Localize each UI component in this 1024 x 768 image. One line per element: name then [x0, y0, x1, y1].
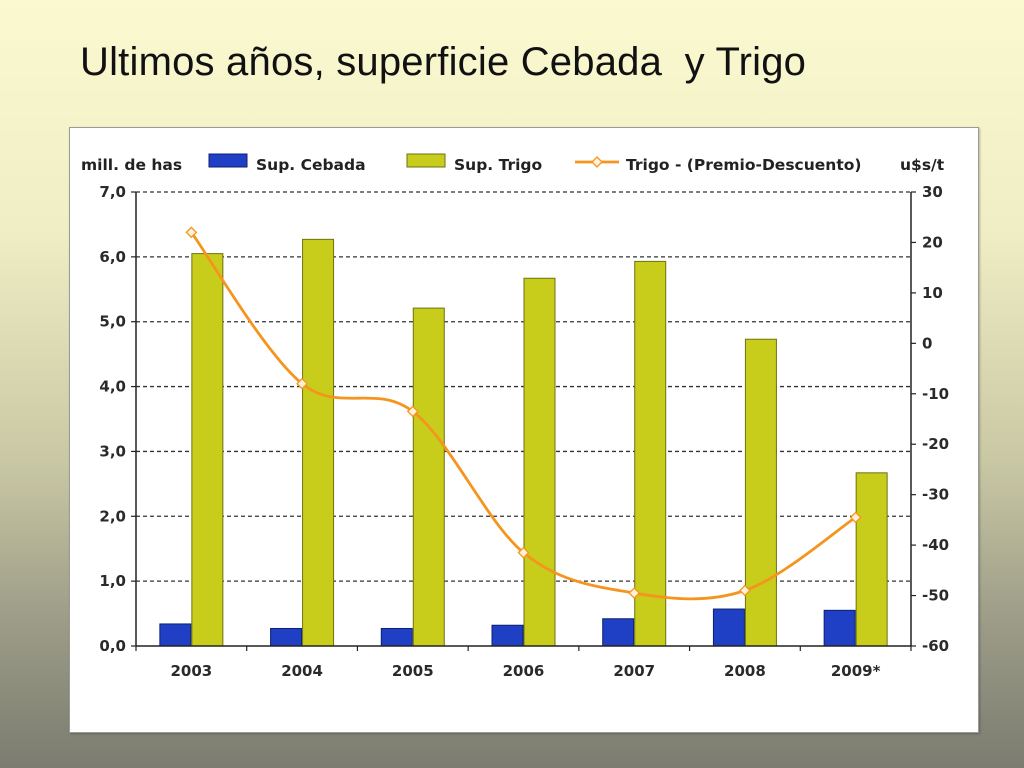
- premium-line-marker: [406, 405, 419, 418]
- premium-line-marker: [849, 511, 862, 524]
- x-tick-label: 2004: [281, 662, 323, 680]
- legend-label-trigo: Sup. Trigo: [454, 156, 542, 174]
- legend-swatch-marker: [591, 156, 603, 168]
- legend-swatch-cebada: [208, 153, 248, 168]
- bar-cebada: [602, 618, 635, 647]
- combo-chart: 0,0 1,0 2,0 3,0 4,0 5,0 6,0 7,0 -60 -50 -40 -30 -20 -…: [81, 153, 949, 680]
- bars: [159, 238, 888, 647]
- x-tick-label: 2007: [613, 662, 655, 680]
- y-left-axis-label: mill. de has: [81, 156, 182, 174]
- x-tick-label: 2005: [392, 662, 434, 680]
- y-right-axis-label: u$s/t: [900, 156, 945, 174]
- premium-line-marker: [185, 226, 198, 239]
- left-tick-label: 2,0: [99, 507, 126, 525]
- bar-trigo: [523, 277, 556, 647]
- right-tick-label: 10: [922, 284, 943, 302]
- slide-title: Ultimos años, superficie Cebada y Trigo: [80, 40, 807, 84]
- bar-trigo: [634, 260, 667, 647]
- premium-line-marker: [296, 377, 308, 390]
- bar-trigo: [744, 338, 777, 647]
- left-tick-label: 3,0: [99, 442, 126, 460]
- right-tick-label: -20: [922, 435, 949, 453]
- x-tick-label: 2009*: [831, 662, 881, 680]
- legend: mill. de has u$s/t Sup. Cebada Sup. Trigo Tr…: [81, 153, 945, 174]
- right-tick-label: 20: [922, 233, 943, 251]
- bar-cebada: [270, 627, 303, 647]
- right-tick-label: -50: [922, 587, 949, 605]
- right-tick-label: 0: [922, 334, 932, 352]
- left-tick-label: 4,0: [99, 378, 126, 396]
- left-tick-label: 1,0: [99, 572, 126, 590]
- legend-swatch-trigo: [406, 153, 446, 168]
- legend-label-cebada: Sup. Cebada: [256, 156, 366, 174]
- left-tick-label: 6,0: [99, 248, 126, 266]
- x-tick-label: 2006: [503, 662, 545, 680]
- premium-line-marker: [517, 546, 530, 559]
- tick-labels: 0,0 1,0 2,0 3,0 4,0 5,0 6,0 7,0 -60 -50 -40 -30 -20 -…: [99, 183, 949, 680]
- bar-trigo: [855, 472, 888, 647]
- right-tick-label: 30: [922, 183, 943, 201]
- chart-frame: 0,0 1,0 2,0 3,0 4,0 5,0 6,0 7,0 -60 -50 -40 -30 -20 -…: [69, 127, 979, 733]
- premium-line: [185, 226, 862, 601]
- bar-cebada: [712, 608, 745, 647]
- bar-trigo: [191, 253, 224, 647]
- bar-cebada: [491, 624, 524, 647]
- bar-cebada: [380, 627, 413, 647]
- left-tick-label: 0,0: [99, 637, 126, 655]
- right-tick-label: -60: [922, 637, 949, 655]
- x-tick-label: 2003: [170, 662, 212, 680]
- premium-line-marker: [628, 587, 641, 599]
- right-tick-label: -10: [922, 385, 949, 403]
- left-tick-label: 5,0: [99, 313, 126, 331]
- bar-trigo: [302, 238, 335, 647]
- right-tick-label: -30: [922, 486, 949, 504]
- axes: [131, 191, 916, 651]
- right-tick-label: -40: [922, 536, 949, 554]
- legend-label-premium: Trigo - (Premio-Descuento): [626, 156, 861, 174]
- premium-line-marker: [739, 584, 751, 597]
- left-tick-label: 7,0: [99, 183, 126, 201]
- bar-trigo: [412, 307, 445, 647]
- x-tick-label: 2008: [724, 662, 766, 680]
- bar-cebada: [823, 609, 856, 647]
- bar-cebada: [159, 623, 192, 647]
